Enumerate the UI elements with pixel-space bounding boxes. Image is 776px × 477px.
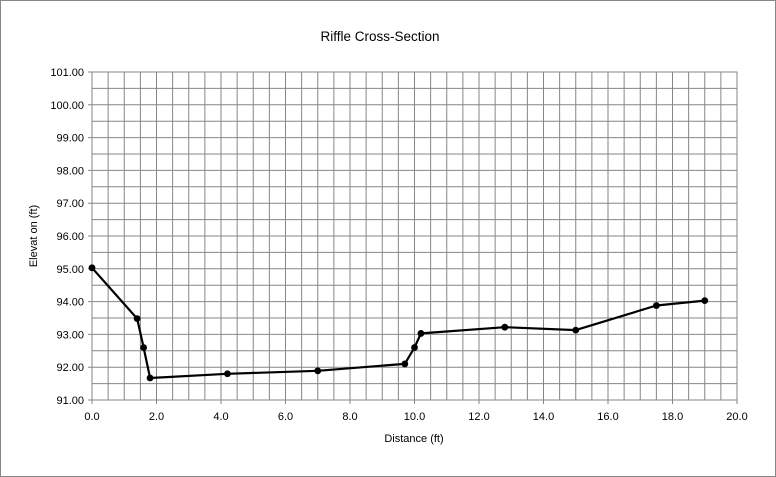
x-tick-label: 18.0 (662, 411, 683, 423)
x-tick-label: 12.0 (468, 411, 489, 423)
y-tick-label: 91.00 (56, 395, 84, 407)
grid (92, 72, 737, 400)
data-point (652, 302, 660, 309)
data-point (411, 344, 418, 351)
x-tick-label: 20.0 (726, 411, 747, 423)
y-tick-label: 101.00 (50, 67, 84, 79)
chart-title: Riffle Cross-Section (320, 29, 439, 44)
y-tick-label: 100.00 (50, 100, 84, 112)
x-tick-label: 2.0 (149, 411, 164, 423)
data-point (417, 330, 425, 337)
data-point (572, 326, 580, 334)
data-point (501, 323, 509, 331)
data-point (88, 264, 96, 272)
y-tick-label: 93.00 (56, 329, 84, 341)
data-point (146, 374, 154, 382)
data-point (133, 315, 141, 323)
y-tick-label: 97.00 (56, 198, 84, 210)
x-tick-label: 6.0 (278, 411, 293, 423)
y-tick-label: 95.00 (56, 264, 84, 276)
y-tick-label: 96.00 (56, 231, 84, 243)
data-point (701, 297, 709, 305)
x-tick-label: 10.0 (404, 411, 425, 423)
x-tick-label: 16.0 (597, 411, 618, 423)
y-tick-label: 92.00 (56, 362, 84, 374)
data-point (140, 344, 148, 351)
y-axis-label: Elevat on (ft) (28, 205, 40, 267)
x-tick-label: 0.0 (84, 411, 99, 423)
data-point (314, 367, 322, 375)
series (88, 264, 709, 382)
data-point (401, 360, 409, 368)
x-tick-label: 4.0 (213, 411, 228, 423)
x-tick-label: 8.0 (342, 411, 357, 423)
y-axis: 91.00 92.00 93.00 94.00 95.00 96.00 97.00 98.00… (50, 67, 92, 407)
y-tick-label: 99.00 (56, 133, 84, 145)
x-axis: 0.0 2.0 4.0 6.0 8.0 10.0 12.0 14.0 16.0 18.0 20.0 (84, 400, 748, 423)
y-tick-label: 94.00 (56, 297, 84, 309)
data-point (224, 370, 231, 378)
x-tick-label: 14.0 (533, 411, 554, 423)
y-tick-label: 98.00 (56, 165, 84, 177)
x-axis-label: Distance (ft) (384, 433, 443, 445)
